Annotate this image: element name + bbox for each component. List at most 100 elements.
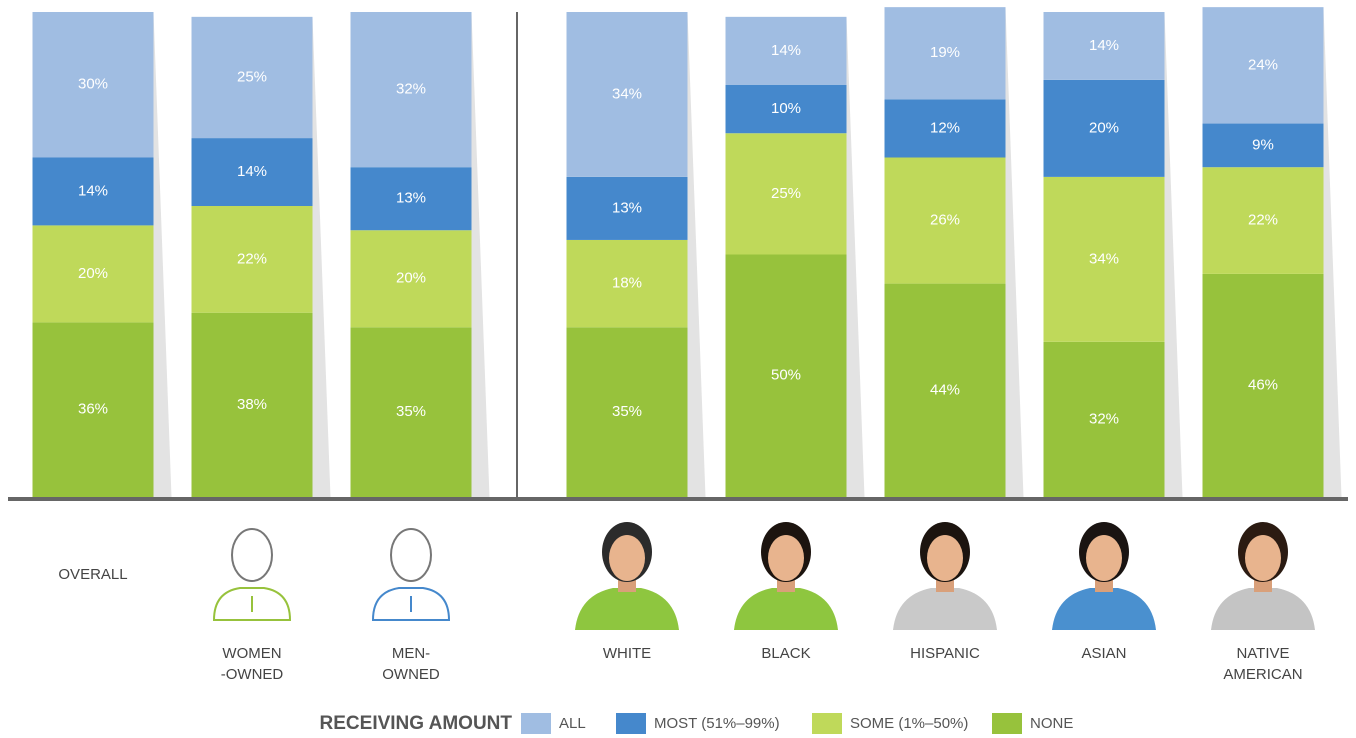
bar-segment xyxy=(725,16,847,85)
person-icon xyxy=(575,522,679,630)
category-label: WOMEN -OWNED xyxy=(220,645,284,683)
person-icon xyxy=(1211,522,1315,630)
person-face xyxy=(1245,535,1281,581)
bar-segment xyxy=(884,157,1006,284)
bar-shadow xyxy=(1323,7,1342,498)
person-icon xyxy=(893,522,997,630)
bar-segment xyxy=(566,327,688,497)
value-label: 14% xyxy=(1089,37,1119,54)
value-label: 24% xyxy=(1248,56,1278,73)
person-icon xyxy=(734,522,838,630)
person-body xyxy=(734,588,838,630)
bar-segment xyxy=(884,283,1006,497)
bar-shadow xyxy=(846,16,865,497)
bar-segment xyxy=(566,12,688,177)
person-body xyxy=(1052,588,1156,630)
value-label: 34% xyxy=(1089,250,1119,267)
person-face xyxy=(768,535,804,581)
value-label: 13% xyxy=(612,199,642,216)
person-icon xyxy=(1052,522,1156,630)
value-label: 12% xyxy=(930,119,960,136)
person-face xyxy=(1086,535,1122,581)
value-label: 20% xyxy=(78,265,108,282)
icon-head xyxy=(390,528,432,582)
value-label: 22% xyxy=(1248,212,1278,229)
bar-segment xyxy=(191,138,313,206)
bar-segment xyxy=(32,12,154,158)
category-label: NATIVE AMERICAN xyxy=(1223,645,1303,683)
category-label: BLACK xyxy=(761,645,811,662)
bar-segment xyxy=(1202,167,1324,274)
person-body xyxy=(893,588,997,630)
legend-label: MOST (51%–99%) xyxy=(654,715,780,732)
icon-body xyxy=(371,587,451,621)
value-label: 36% xyxy=(78,401,108,418)
person-icon xyxy=(371,528,451,621)
bar-segment xyxy=(1043,176,1165,342)
bar-segment xyxy=(884,99,1006,158)
value-label: 35% xyxy=(396,403,426,420)
bar-shadow xyxy=(1005,7,1024,498)
value-label: 50% xyxy=(771,367,801,384)
category-label: HISPANIC xyxy=(910,645,980,662)
legend-label: ALL xyxy=(559,715,586,732)
bar-segment xyxy=(32,225,154,323)
person-icon xyxy=(212,528,292,621)
bar-segment xyxy=(350,12,472,168)
bar-segment xyxy=(1043,79,1165,177)
icon-head xyxy=(231,528,273,582)
person-face xyxy=(609,535,645,581)
person-body xyxy=(1211,588,1315,630)
bar-segment xyxy=(32,322,154,497)
bar-segment xyxy=(725,133,847,255)
value-label: 25% xyxy=(771,185,801,202)
bar-segment xyxy=(350,167,472,231)
value-label: 46% xyxy=(1248,376,1278,393)
value-label: 10% xyxy=(771,100,801,117)
value-label: 20% xyxy=(396,270,426,287)
legend-swatch xyxy=(521,713,551,734)
bar-segment xyxy=(350,230,472,328)
value-label: 44% xyxy=(930,381,960,398)
bar-segment xyxy=(191,206,313,313)
value-label: 14% xyxy=(771,42,801,59)
legend-swatch xyxy=(812,713,842,734)
value-label: 22% xyxy=(237,250,267,267)
value-label: 25% xyxy=(237,68,267,85)
category-label: OVERALL xyxy=(58,566,128,583)
bar-segment xyxy=(32,157,154,226)
value-label: 26% xyxy=(930,212,960,229)
bar-segment xyxy=(191,16,313,139)
bar-segment xyxy=(1202,273,1324,497)
legend-label: SOME (1%–50%) xyxy=(850,715,968,732)
bar-segment xyxy=(884,7,1006,100)
category-label: MEN- OWNED xyxy=(382,645,440,683)
bar-shadow xyxy=(471,12,490,497)
value-label: 19% xyxy=(930,44,960,61)
value-label: 30% xyxy=(78,76,108,93)
bar-segment xyxy=(1043,341,1165,497)
bar-segment xyxy=(350,327,472,497)
bar-shadow xyxy=(153,12,172,497)
bar-shadow xyxy=(687,12,706,497)
bar-segment xyxy=(191,312,313,497)
category-label: ASIAN xyxy=(1081,645,1127,662)
bar-segment xyxy=(566,176,688,240)
value-label: 9% xyxy=(1252,136,1274,153)
bar-segment xyxy=(566,239,688,328)
value-label: 18% xyxy=(612,275,642,292)
value-label: 32% xyxy=(396,81,426,98)
person-face xyxy=(927,535,963,581)
legend-title: RECEIVING AMOUNT xyxy=(320,713,513,734)
value-label: 38% xyxy=(237,396,267,413)
value-label: 14% xyxy=(237,163,267,180)
value-label: 35% xyxy=(612,403,642,420)
value-label: 34% xyxy=(612,85,642,102)
legend-swatch xyxy=(992,713,1022,734)
bar-shadow xyxy=(1164,12,1183,497)
value-label: 13% xyxy=(396,190,426,207)
value-label: 32% xyxy=(1089,410,1119,427)
legend-swatch xyxy=(616,713,646,734)
